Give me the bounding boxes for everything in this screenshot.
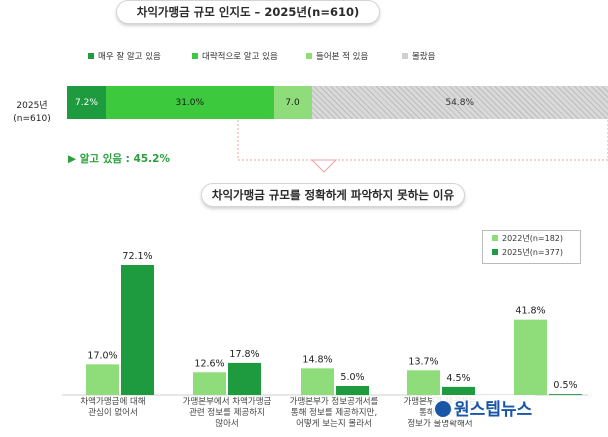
bar-2022-reason-no-interest [86, 364, 119, 395]
legend-swatch [306, 53, 312, 59]
bar-2025-reason-dont-know-how [336, 385, 369, 395]
bar-value-label: 13.7% [408, 356, 438, 367]
legend-swatch [88, 53, 94, 59]
legend-item-unknown: 몰랐음 [402, 50, 435, 62]
bar-2025-reason-no-interest [121, 265, 154, 395]
bar-value-label: 17.8% [229, 349, 259, 360]
legend-label: 몰랐음 [412, 52, 436, 62]
bar-2022-reason-dont-know-how [301, 368, 334, 395]
legend-item-heard: 들어본 적 있음 [306, 50, 368, 62]
stacked-chart-title: 차익가맹금 규모 인지도 – 2025년(n=610) [116, 0, 380, 24]
legend-label: 대략적으로 알고 있음 [202, 52, 278, 62]
segment-label: 31.0% [175, 97, 205, 108]
legend-item-roughly: 대략적으로 알고 있음 [192, 50, 278, 62]
bar-value-label: 72.1% [122, 251, 152, 262]
bar-value-label: 0.5% [553, 380, 577, 391]
category-label-dont-know-how: 가맹본부가 정보공개서를 통해 정보를 제공하지만, 어떻게 보는지 몰라서 [289, 397, 379, 429]
bar-2025-reason-unclear [442, 386, 475, 395]
row-label: 2025년 (n=610) [4, 100, 60, 126]
bar-2025-reason-5 [549, 394, 582, 395]
legend-label: 들어본 적 있음 [316, 52, 369, 62]
logo-icon [435, 401, 451, 417]
stacked-segment-unknown: 54.8% [311, 86, 608, 119]
legend-swatch [492, 235, 498, 241]
legend-label: 매우 잘 알고 있음 [98, 52, 161, 62]
stacked-segment-heard: 7.0 [273, 86, 312, 119]
legend-item-2025: 2025년(n=377) [483, 245, 580, 259]
segment-label: 7.0 [285, 97, 300, 108]
segment-label: 54.8% [445, 97, 475, 108]
bar-2022-reason-no-info [193, 372, 226, 395]
legend-label: 2022년(n=182) [502, 233, 564, 243]
bar-2022-reason-unclear [407, 370, 440, 395]
row-label-year: 2025년 [16, 101, 48, 111]
row-label-n: (n=610) [13, 114, 51, 124]
segment-label: 7.2% [75, 97, 98, 108]
watermark-logo: 원스텝뉴스 [432, 395, 536, 420]
category-label-no-info: 가맹본부에서 차액가맹금 관련 정보를 제공하지 않아서 [182, 397, 272, 429]
bar-value-label: 4.5% [446, 373, 470, 384]
legend-item-2022: 2022년(n=182) [483, 231, 580, 245]
reasons-chart-title: 차익가맹금 규모를 정확하게 파악하지 못하는 이유 [201, 183, 465, 207]
reasons-legend: 2022년(n=182) 2025년(n=377) [482, 230, 581, 264]
legend-swatch [402, 53, 408, 59]
legend-item-very-well: 매우 잘 알고 있음 [88, 50, 161, 62]
stacked-segment-roughly: 31.0% [105, 86, 274, 119]
bar-value-label: 14.8% [302, 354, 332, 365]
bar-2022-reason-5 [514, 319, 547, 395]
bar-2025-reason-no-info [228, 362, 261, 395]
legend-label: 2025년(n=377) [502, 247, 564, 257]
category-label-no-interest: 차액가맹금에 대해 관심이 없어서 [80, 397, 146, 418]
bar-value-label: 41.8% [515, 306, 545, 317]
stacked-segment-very-well: 7.2% [67, 86, 106, 119]
bar-value-label: 5.0% [340, 372, 364, 383]
legend-swatch [192, 53, 198, 59]
legend-swatch [492, 249, 498, 255]
bar-value-label: 12.6% [194, 358, 224, 369]
watermark-text: 원스텝뉴스 [454, 400, 533, 420]
bar-value-label: 17.0% [87, 350, 117, 361]
aware-total-annotation: ▶ 알고 있음 : 45.2% [68, 153, 170, 165]
